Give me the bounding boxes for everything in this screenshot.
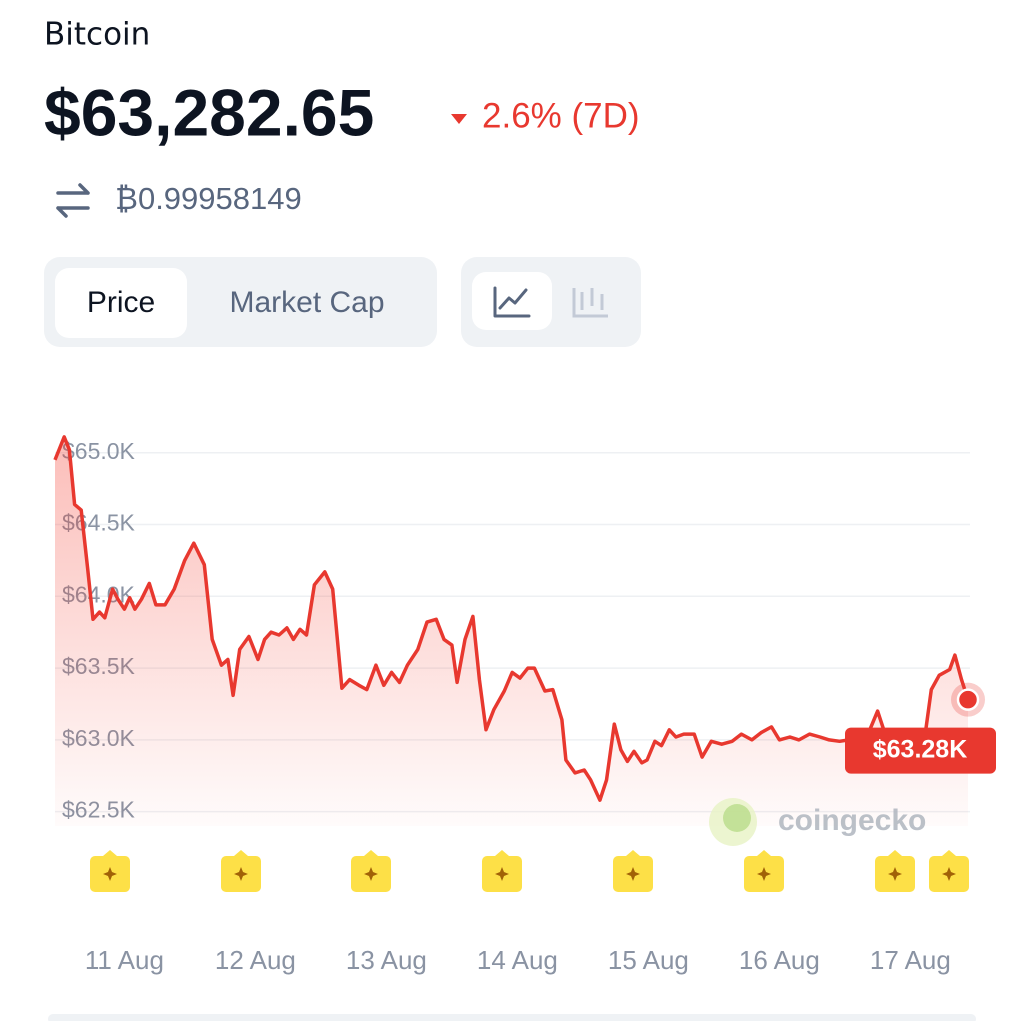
btc-price: ₿0.99958149 xyxy=(115,181,302,216)
x-tick-label: 11 Aug xyxy=(85,945,164,975)
watermark-logo-inner xyxy=(723,804,751,832)
tab-active-bg xyxy=(55,268,187,338)
tab-market-cap[interactable]: Market Cap xyxy=(229,286,384,319)
watermark: coingecko xyxy=(778,804,926,837)
last-point xyxy=(956,688,980,711)
price-line xyxy=(53,435,970,802)
x-tick-label: 15 Aug xyxy=(608,945,689,975)
coin-name: Bitcoin xyxy=(44,17,150,53)
down-arrow xyxy=(451,114,467,124)
x-tick-label: 12 Aug xyxy=(215,945,296,975)
last-price-label: $63.28K xyxy=(873,735,968,763)
x-tick-label: 17 Aug xyxy=(870,945,951,975)
price-change: 2.6% (7D) xyxy=(482,96,640,135)
bottom-edge xyxy=(48,1014,976,1024)
candle-chart-icon[interactable] xyxy=(572,288,608,318)
price: $63,282.65 xyxy=(44,75,374,149)
line-chart-icon xyxy=(493,286,531,318)
last-price-tag xyxy=(845,727,996,774)
x-tick-label: 14 Aug xyxy=(477,945,558,975)
price-tag: $63.28K xyxy=(845,727,996,774)
x-axis: 11 Aug 12 Aug 13 Aug 14 Aug 15 Aug 16 Aug 17 A… xyxy=(85,945,951,975)
swap-icon xyxy=(56,183,90,218)
x-tick-label: 16 Aug xyxy=(739,945,820,975)
tab-price[interactable]: Price xyxy=(87,286,155,319)
x-tick-label: 13 Aug xyxy=(346,945,427,975)
area xyxy=(55,436,968,826)
y-tick-label: $65.0K xyxy=(62,438,136,464)
plot xyxy=(53,435,985,826)
event-markers[interactable] xyxy=(90,850,969,892)
